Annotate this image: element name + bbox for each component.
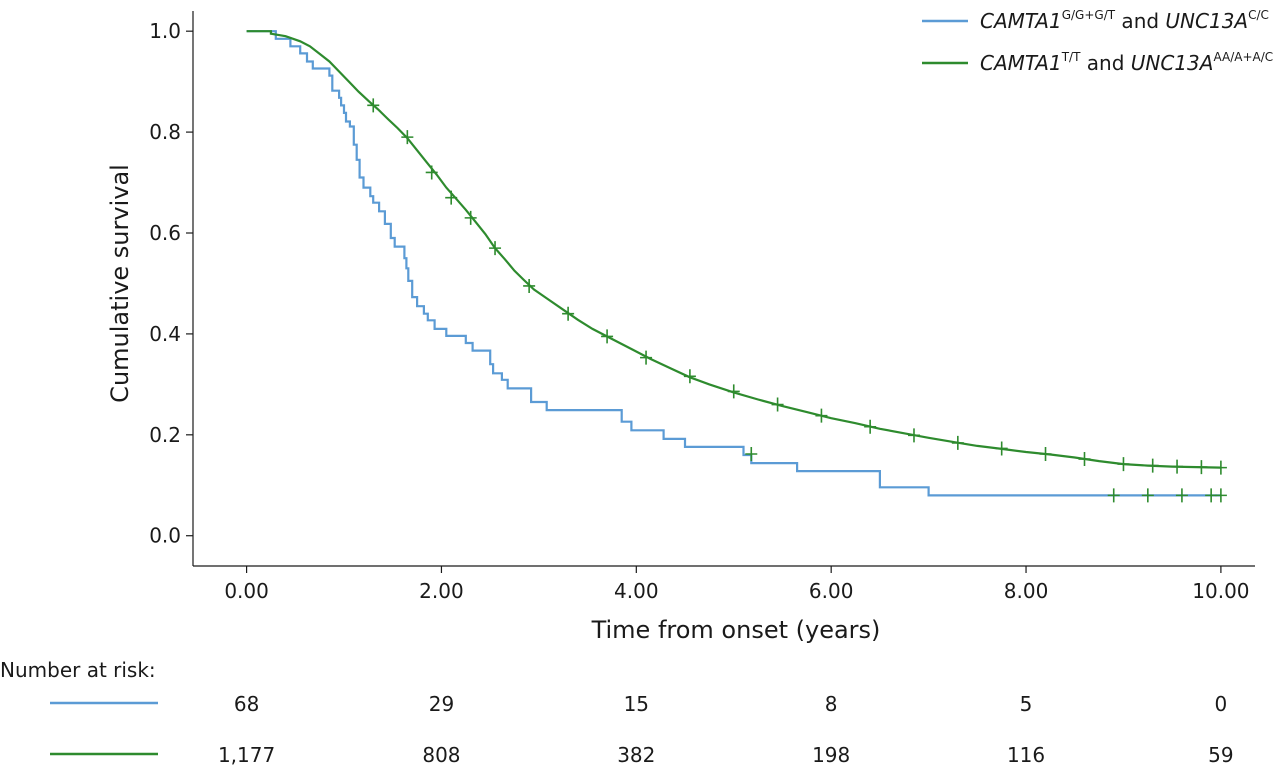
legend-item-blue: CAMTA1G/G+G/T and UNC13AC/C (922, 8, 1269, 33)
risk-count: 5 (1020, 692, 1033, 716)
series-green (246, 30, 1227, 475)
risk-row-blue: 68 29 15 8 5 0 (50, 692, 1227, 716)
censor-mark (367, 98, 380, 113)
y-tick-label: 0.0 (149, 524, 181, 548)
y-tick-label: 1.0 (149, 19, 181, 43)
risk-table-heading: Number at risk: (0, 658, 156, 682)
series-line-blue (246, 30, 1221, 497)
series-group (246, 30, 1227, 503)
censor-mark (1195, 460, 1208, 475)
risk-count: 8 (825, 692, 838, 716)
legend-item-green: CAMTA1T/T and UNC13AAA/A+A/C (922, 50, 1273, 75)
censor-mark (464, 210, 477, 225)
censor-mark (640, 350, 653, 365)
censor-mark (445, 190, 458, 205)
censor-mark (1117, 457, 1130, 472)
risk-count: 116 (1007, 743, 1045, 767)
series-blue (246, 30, 1227, 503)
y-tick-label: 0.8 (149, 120, 181, 144)
axes-group: 0.0 0.2 0.4 0.6 0.8 1.0 0.00 2.00 4.00 6.00 8.00 10… (106, 11, 1255, 644)
y-tick-label: 0.4 (149, 322, 181, 346)
risk-count: 198 (812, 743, 850, 767)
censor-mark (995, 441, 1008, 456)
legend-label: CAMTA1T/T and UNC13AAA/A+A/C (980, 50, 1273, 75)
censor-mark (1214, 488, 1227, 503)
x-tick-label: 4.00 (614, 579, 659, 603)
risk-row-green: 1,177 808 382 198 116 59 (50, 743, 1234, 767)
censor-mark (425, 165, 438, 180)
censor-mark (683, 369, 696, 384)
risk-count: 68 (234, 692, 259, 716)
censor-mark (489, 241, 502, 256)
legend: CAMTA1G/G+G/T and UNC13AC/C CAMTA1T/T and… (922, 8, 1273, 75)
censor-mark (1214, 460, 1227, 475)
censor-mark (401, 130, 414, 145)
censor-mark (951, 435, 964, 450)
censor-mark (1039, 446, 1052, 461)
risk-count: 59 (1208, 743, 1233, 767)
censor-mark (727, 384, 740, 399)
series-line-green (246, 30, 1221, 469)
y-axis-title: Cumulative survival (106, 164, 134, 403)
x-axis-title: Time from onset (years) (591, 616, 881, 644)
censor-mark (1175, 488, 1188, 503)
x-tick-label: 6.00 (809, 579, 854, 603)
censor-mark (562, 306, 575, 321)
censor-mark (815, 408, 828, 423)
x-tick-label: 2.00 (419, 579, 464, 603)
risk-count: 15 (624, 692, 649, 716)
censor-mark (1146, 458, 1159, 473)
risk-count: 808 (422, 743, 460, 767)
risk-count: 382 (617, 743, 655, 767)
risk-count: 1,177 (218, 743, 275, 767)
censor-mark (907, 428, 920, 443)
censor-mark (1141, 488, 1154, 503)
risk-count: 0 (1215, 692, 1228, 716)
censor-mark (1078, 452, 1091, 467)
censor-mark (523, 278, 536, 293)
x-tick-label: 8.00 (1004, 579, 1049, 603)
legend-label: CAMTA1G/G+G/T and UNC13AC/C (980, 8, 1269, 33)
x-tick-label: 0.00 (224, 579, 269, 603)
censor-mark (1107, 488, 1120, 503)
censor-mark (1171, 459, 1184, 474)
censor-mark (864, 419, 877, 434)
censor-mark (601, 329, 614, 344)
censor-mark (745, 446, 758, 461)
censor-mark (771, 397, 784, 412)
y-tick-label: 0.2 (149, 423, 181, 447)
x-tick-label: 10.00 (1192, 579, 1249, 603)
risk-count: 29 (429, 692, 454, 716)
y-tick-label: 0.6 (149, 221, 181, 245)
risk-table: Number at risk: 68 29 15 8 5 0 1,177 808 382 198 11… (0, 658, 1234, 767)
